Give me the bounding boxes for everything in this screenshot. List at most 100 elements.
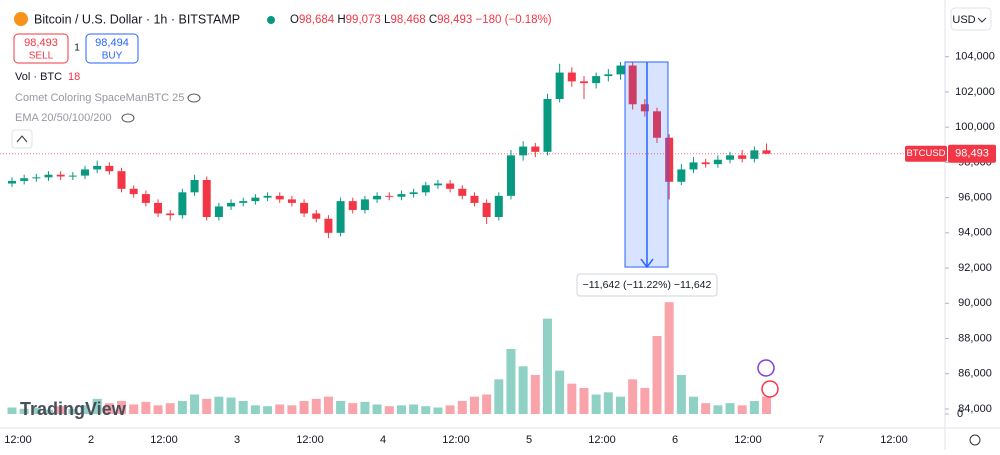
volume-bar (433, 407, 443, 414)
volume-bar (737, 405, 747, 414)
ohlc-key: L (384, 14, 391, 26)
x-tick-label: 12:00 (880, 434, 908, 446)
volume-bar (323, 396, 333, 414)
candle-body (494, 195, 503, 217)
eye-icon[interactable] (121, 113, 135, 123)
volume-bar (165, 403, 175, 414)
x-tick-label: 7 (818, 434, 824, 446)
candle-body (458, 188, 467, 196)
candle-body (214, 206, 223, 217)
sell-label[interactable]: SELL (29, 51, 54, 62)
candle-body (312, 213, 321, 219)
volume-bar (372, 404, 382, 414)
candle-body (604, 74, 613, 77)
settings-icon[interactable] (969, 434, 981, 446)
candle-body (129, 188, 138, 195)
candle-body (324, 218, 333, 233)
ohlc-value: 98,468 (390, 14, 425, 26)
symbol-tag-label: BTCUSD (906, 148, 945, 159)
volume-bar (591, 394, 601, 414)
candle-body (531, 146, 540, 152)
sell-button[interactable]: 98,493 SELL (13, 33, 69, 64)
spread: 1 (74, 43, 80, 54)
symbol-tag (905, 145, 947, 162)
candle-body (726, 155, 735, 160)
symbol-title: Bitcoin / U.S. Dollar · 1h · BITSTAMP (34, 12, 240, 26)
candle-body (470, 195, 479, 203)
y-tick-label: 96,000 (958, 192, 992, 204)
indicator: Comet Coloring SpaceManBTC 25 (15, 92, 184, 104)
dropdown-icon (977, 17, 987, 23)
price-tag (948, 144, 996, 163)
volume-bar (202, 398, 212, 414)
ohlc-change: −180 (−0.18%) (476, 14, 552, 26)
x-tick-label: 4 (380, 434, 386, 446)
volume-bar (421, 406, 431, 414)
candle-body (397, 194, 406, 197)
volume-bar (250, 405, 260, 414)
candle-body (287, 199, 296, 203)
event-icon[interactable] (761, 380, 779, 398)
x-tick-label: 12:00 (296, 434, 324, 446)
buy-box[interactable] (85, 33, 139, 64)
volume-bar (299, 401, 309, 414)
volume-bar (129, 404, 139, 414)
volume-bar (311, 398, 321, 414)
eye-icon[interactable] (187, 93, 201, 103)
volume-bar (567, 383, 577, 414)
collapse-button[interactable] (11, 129, 33, 149)
ohlc-value: 98,493 (437, 14, 472, 26)
candle-body (738, 155, 747, 159)
y-tick-label: 102,000 (955, 86, 995, 98)
candle-body (482, 202, 491, 217)
candle-body (239, 201, 248, 203)
volume-bar (664, 302, 674, 414)
sell-price[interactable]: 98,493 (24, 37, 58, 49)
volume-bar (749, 401, 759, 414)
candle-body (93, 165, 102, 170)
volume-bar (603, 392, 613, 414)
buy-price[interactable]: 98,494 (95, 37, 129, 49)
candle-body (275, 195, 284, 200)
candle-body (506, 155, 515, 196)
volume-bar (762, 396, 772, 414)
volume-bar (652, 336, 662, 414)
candle-body (628, 65, 637, 105)
ai-icon[interactable] (757, 359, 775, 377)
sell-box[interactable] (13, 33, 69, 64)
ohlc-value: 99,073 (346, 14, 381, 26)
currency[interactable]: USD (952, 14, 975, 26)
candle-body (579, 81, 588, 84)
y-tick-label: 84,000 (958, 403, 992, 415)
ohlc: O98,684 H99,073 L98,468 C98,493 −180 (−0… (290, 14, 552, 26)
volume-bar (68, 408, 78, 414)
currency-button[interactable] (950, 7, 992, 31)
y-tick-label: 100,000 (955, 121, 995, 133)
candle-body (166, 213, 175, 216)
candle-body (750, 150, 759, 159)
volume-bar (494, 379, 504, 414)
volume-bar (348, 403, 358, 414)
indicator: EMA 20/50/100/200 (15, 112, 112, 124)
volume-bar (104, 403, 114, 414)
volume-bar (238, 401, 248, 414)
candle-body (653, 111, 662, 138)
candle-body (421, 185, 430, 193)
buy-label[interactable]: BUY (102, 51, 123, 62)
candle-body (665, 137, 674, 182)
candle-body (592, 76, 601, 84)
volume-bar (31, 407, 41, 414)
candle-body (677, 169, 686, 182)
candle-body (190, 180, 199, 193)
candle-body (409, 192, 418, 195)
buy-button[interactable]: 98,494 BUY (85, 33, 139, 64)
volume-bar (117, 401, 127, 414)
measure-label: −11,642 (−11.22%) −11,642 (583, 279, 712, 291)
volume-value: 18 (68, 71, 80, 83)
candle-body (360, 199, 369, 210)
candle-body (433, 183, 442, 186)
volume-bar (190, 394, 200, 414)
status-dot (267, 16, 275, 24)
y-tick-label: 88,000 (958, 332, 992, 344)
